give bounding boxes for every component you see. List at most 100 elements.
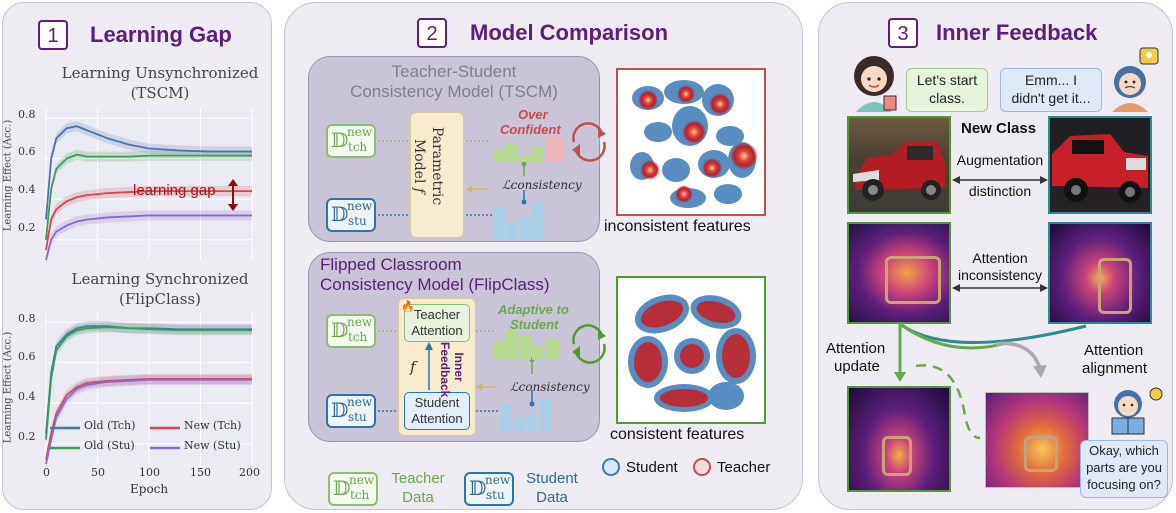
panel-3-title: Inner Feedback — [936, 20, 1098, 45]
teacher-attention-1: Teacher — [413, 307, 461, 322]
adaptive-1: Adaptive to — [498, 302, 569, 317]
attn-incons-1: Attention — [972, 250, 1028, 266]
chart-top-ytick: 0.2 — [18, 221, 36, 234]
tscm-student-data-box — [326, 198, 376, 232]
parametric-model-box — [410, 112, 464, 238]
flip-teacher-data-sup: new — [347, 315, 373, 329]
chart-bottom-ytick: 0.4 — [18, 390, 36, 403]
augmentation-1: Augmentation — [956, 152, 1044, 168]
attention-focus-box — [885, 256, 941, 304]
chart-bottom-title-1: Learning Synchronized — [71, 270, 249, 288]
attention-aligned-focus-box — [1024, 436, 1058, 472]
teacher-avatar-icon — [854, 56, 897, 112]
tscm-connectors — [378, 140, 527, 216]
chart-top-ytick: 0.6 — [18, 145, 36, 158]
legend-label-old-stu: Old (Stu) — [84, 439, 135, 452]
student-bubble-2: didn't get it... — [1011, 90, 1091, 106]
series-line-new-tch- — [45, 377, 252, 461]
augmentation-2: distinction — [968, 183, 1032, 199]
student-attention-box — [404, 392, 470, 430]
focus-bubble-3: focusing on? — [1087, 477, 1161, 492]
panel-2-number: 2 — [417, 18, 447, 48]
flip-student-data-sub: stu — [348, 410, 367, 424]
legend-teacher-data-symbol: 𝔻 — [333, 476, 351, 500]
inconsistent-caption: inconsistent features — [604, 218, 751, 235]
chart-bottom-ytick: 0.8 — [18, 312, 36, 325]
series-line-old-stu- — [45, 326, 252, 440]
panel-1-number: 1 — [38, 20, 68, 50]
tscm-student-data-sub: stu — [348, 214, 367, 228]
series-line-new-stu- — [45, 378, 252, 465]
attn-incons-2: inconsistency — [957, 267, 1043, 283]
legend-student-dot — [602, 458, 620, 476]
legend-teacher-data-1: Teacher — [391, 470, 445, 487]
tscm-consistency-loss: ℒconsistency — [502, 178, 582, 192]
panel-2-title: Model Comparison — [470, 20, 669, 45]
truck-image-augmented — [1048, 116, 1152, 214]
chart-bottom-title-2: (FlipClass) — [119, 290, 201, 308]
flip-f-label: 𝑓 — [410, 358, 416, 376]
panel-1-title: Learning Gap — [90, 22, 232, 47]
chart-bottom-xtick: 0 — [43, 466, 50, 479]
series-band-old-tch- — [46, 321, 252, 439]
series-band-new-tch- — [46, 373, 252, 466]
student-speech-bubble — [1000, 68, 1102, 112]
student-attention-1: Student — [414, 395, 460, 410]
panel-3-number: 3 — [888, 18, 918, 48]
legend-line-old-tch — [50, 426, 80, 430]
tscm-student-data-sup: new — [347, 199, 373, 213]
attn-update-1: Attention — [826, 340, 886, 357]
attention-flow-arrows — [894, 322, 1087, 440]
attention-updated-focus-box — [882, 436, 912, 476]
new-class-label: New Class — [961, 120, 1037, 137]
chart-top-title-1: Learning Unsynchronized — [61, 64, 259, 82]
learning-gap-annotation: learning gap — [133, 182, 216, 199]
flip-teacher-data-symbol: 𝔻 — [331, 318, 349, 342]
teacher-bubble-1: Let's start — [916, 72, 978, 88]
flipclass-title-1: Flipped Classroom — [320, 255, 462, 274]
legend-line-new-stu — [150, 446, 180, 450]
student-attention-2: Attention — [411, 411, 463, 426]
chart-bottom-xtick: 100 — [139, 466, 160, 479]
legend-student-data-box — [464, 472, 514, 506]
flip-teacher-data-sub: tch — [348, 330, 368, 344]
adaptive-2: Student — [510, 317, 559, 332]
legend-student-data-sup: new — [485, 473, 511, 487]
chart-bottom-ytick: 0.2 — [18, 430, 36, 443]
attention-inconsistency-arrow — [952, 284, 1048, 292]
series-band-new-tch- — [46, 186, 252, 255]
legend-label-new-tch: New (Tch) — [184, 419, 242, 432]
tscm-title-1: Teacher-Student — [391, 62, 517, 81]
chart-top-plot — [45, 108, 253, 266]
flipclass-title-2: Consistency Model (FlipClass) — [320, 275, 550, 294]
legend-teacher-data-box — [328, 472, 378, 506]
f-upward-arrow — [425, 342, 433, 390]
augmentation-arrow — [952, 176, 1048, 184]
legend-teacher-data-2: Data — [402, 489, 434, 506]
flip-cycle-arrow — [572, 324, 606, 364]
chart-top-ytick: 0.4 — [18, 183, 36, 196]
inconsistent-feature-scatter — [630, 80, 758, 208]
chart-bottom-xtick: 200 — [239, 466, 260, 479]
legend-teacher-dot — [693, 458, 711, 476]
teacher-speech-bubble — [906, 68, 988, 112]
series-line-old-stu- — [45, 153, 252, 240]
teacher-bubble-2: class. — [929, 90, 965, 106]
student-bubble-1: Emm... I — [1024, 72, 1078, 88]
learning-gap-arrow — [228, 179, 238, 211]
attn-align-1: Attention — [1084, 342, 1144, 359]
tscm-teacher-data-symbol: 𝔻 — [331, 128, 349, 152]
tscm-student-data-symbol: 𝔻 — [331, 202, 349, 226]
truck-image-original — [847, 116, 951, 214]
legend-label-new-stu: New (Stu) — [184, 439, 241, 452]
legend-student-data-2: Data — [536, 489, 568, 506]
chart-bottom-xtick: 150 — [190, 466, 211, 479]
chart-bottom-ytick: 0.6 — [18, 350, 36, 363]
series-line-old-tch- — [45, 125, 252, 220]
flip-teacher-data-box — [326, 314, 376, 348]
tscm-teacher-data-box — [326, 124, 376, 158]
flip-student-data-symbol: 𝔻 — [331, 398, 349, 422]
legend-line-new-tch — [150, 426, 180, 430]
legend-student-label: Student — [626, 459, 678, 476]
flip-teacher-bars — [493, 330, 559, 360]
